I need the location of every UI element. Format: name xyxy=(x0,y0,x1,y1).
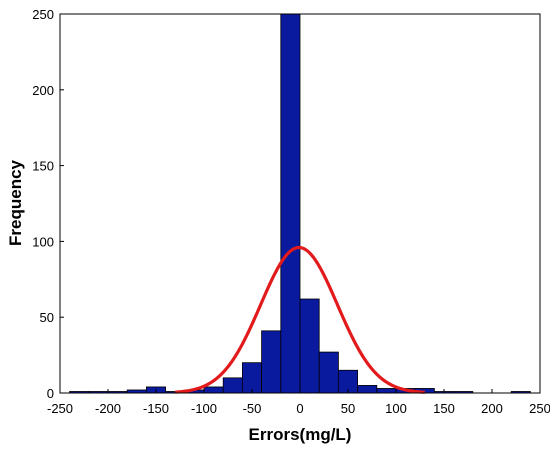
x-tick-label: 150 xyxy=(433,401,455,416)
plot-frame xyxy=(59,13,541,394)
histogram-bar xyxy=(203,386,224,394)
histogram-bar xyxy=(280,13,301,394)
x-tick-label: 100 xyxy=(385,401,407,416)
histogram-bar xyxy=(261,330,282,394)
y-tick-label: 100 xyxy=(32,234,54,249)
histogram-bar xyxy=(376,388,397,394)
y-axis-ticks: 0 50 100 150 200 250 xyxy=(32,7,64,401)
normal-fit-curve xyxy=(175,245,425,394)
histogram-bar xyxy=(318,351,339,394)
y-tick-label: 250 xyxy=(32,7,54,22)
x-tick-label: -200 xyxy=(95,401,121,416)
y-tick-label: 50 xyxy=(40,310,54,325)
x-tick-label: 50 xyxy=(341,401,355,416)
histogram-bar xyxy=(357,385,378,394)
histogram-bar xyxy=(222,377,243,394)
histogram-bar xyxy=(299,298,320,394)
x-tick-label: 200 xyxy=(481,401,503,416)
y-tick-label: 150 xyxy=(32,159,54,174)
x-tick-label: -250 xyxy=(47,401,73,416)
x-tick-label: -100 xyxy=(191,401,217,416)
x-tick-label: 0 xyxy=(296,401,303,416)
y-axis-title: Frequency xyxy=(6,159,25,246)
y-tick-label: 200 xyxy=(32,83,54,98)
histogram-bar xyxy=(241,362,262,394)
x-tick-label: 250 xyxy=(529,401,550,416)
x-axis-title: Errors(mg/L) xyxy=(249,425,352,444)
x-tick-label: -50 xyxy=(243,401,262,416)
x-tick-label: -150 xyxy=(143,401,169,416)
x-axis-ticks: -250 -200 -150 -100 -50 0 50 100 150 200 250 xyxy=(47,389,550,416)
y-tick-label: 0 xyxy=(47,386,54,401)
